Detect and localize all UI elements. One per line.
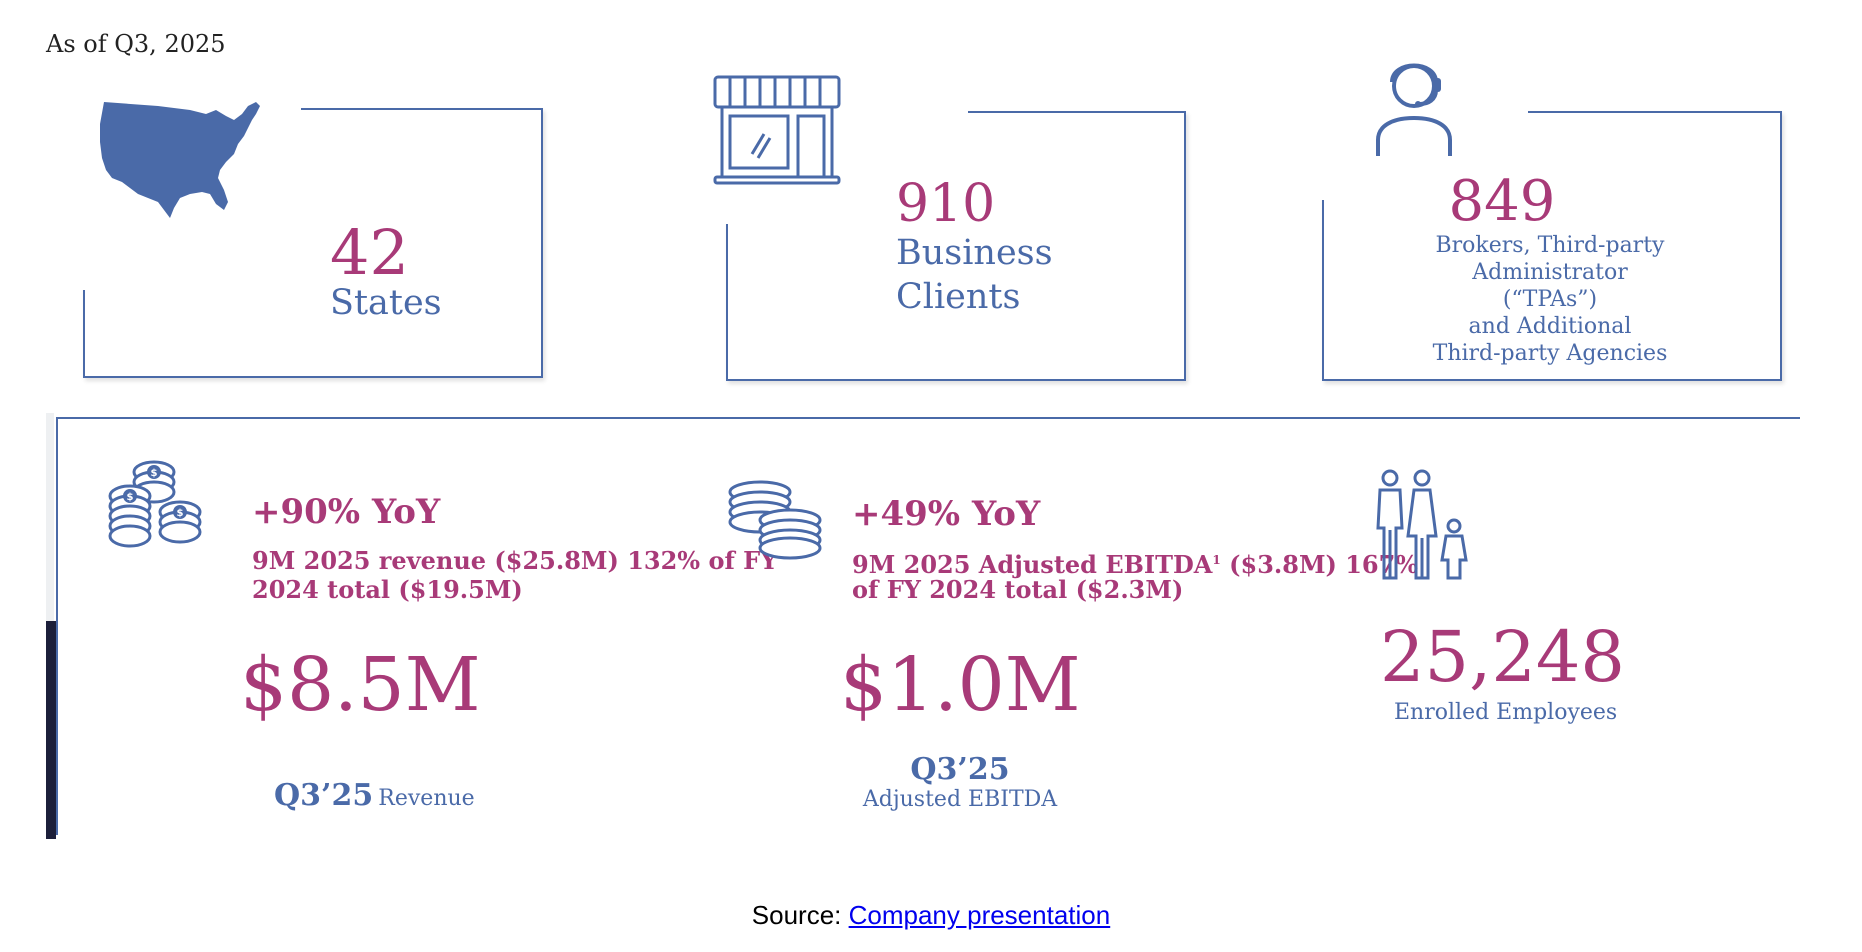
brokers-label-line3: (“TPAs”) bbox=[1502, 287, 1598, 312]
dollar-coins-icon: $ $ $ bbox=[108, 460, 202, 548]
source-footer: Source: Company presentation bbox=[0, 900, 1862, 931]
brokers-value: 849 bbox=[1448, 169, 1556, 234]
brokers-box bbox=[1322, 111, 1782, 381]
brokers-label-line1: Brokers, Third-party bbox=[1435, 233, 1665, 258]
ebitda-detail-b: ($3.8M) 167% bbox=[1220, 550, 1419, 579]
as-of-label: As of Q3, 2025 bbox=[46, 30, 226, 58]
ebitda-detail-line1: 9M 2025 Adjusted EBITDA1 ($3.8M) 167% bbox=[852, 546, 1418, 579]
business-clients-label-line2: Clients bbox=[896, 277, 1021, 317]
svg-text:$: $ bbox=[151, 468, 158, 479]
states-value: 42 bbox=[330, 216, 409, 289]
usa-map-icon bbox=[100, 102, 260, 218]
employees-label: Enrolled Employees bbox=[1394, 700, 1618, 725]
revenue-detail-line2: 2024 total ($19.5M) bbox=[252, 575, 523, 604]
ebitda-footnote-marker: 1 bbox=[1212, 553, 1221, 567]
brokers-label: Brokers, Third-party Administrator (“TPA… bbox=[1390, 232, 1710, 367]
family-icon bbox=[1376, 469, 1468, 580]
brokers-label-line4: and Additional bbox=[1468, 314, 1632, 339]
company-presentation-link[interactable]: Company presentation bbox=[848, 900, 1111, 930]
employees-value: 25,248 bbox=[1380, 616, 1625, 698]
panel-accent-bar bbox=[46, 621, 56, 839]
brokers-label-line2: Administrator bbox=[1472, 260, 1628, 285]
revenue-yoy: +90% YoY bbox=[252, 492, 441, 532]
revenue-label: Revenue bbox=[378, 786, 475, 811]
revenue-period-label: Q3’25 Revenue bbox=[274, 778, 475, 813]
revenue-period: Q3’25 bbox=[274, 778, 374, 813]
brokers-label-line5: Third-party Agencies bbox=[1432, 341, 1668, 366]
ebitda-label: Adjusted EBITDA bbox=[862, 787, 1058, 812]
ebitda-value: $1.0M bbox=[840, 642, 1081, 728]
source-prefix: Source: bbox=[751, 900, 849, 930]
svg-text:$: $ bbox=[127, 492, 134, 503]
ebitda-yoy: +49% YoY bbox=[852, 494, 1041, 534]
ebitda-detail-a: 9M 2025 Adjusted EBITDA bbox=[852, 550, 1213, 579]
headset-person-icon bbox=[1376, 63, 1452, 156]
revenue-value: $8.5M bbox=[240, 642, 481, 728]
ebitda-period: Q3’25 bbox=[910, 752, 1010, 787]
ebitda-detail-line2: of FY 2024 total ($2.3M) bbox=[852, 575, 1184, 604]
states-label: States bbox=[330, 283, 442, 323]
ebitda-period-label: Q3’25 Adjusted EBITDA bbox=[840, 752, 1080, 812]
coin-stacks-icon bbox=[728, 480, 822, 560]
metrics-panel-top-border bbox=[58, 417, 1800, 419]
storefront-icon bbox=[713, 75, 841, 185]
svg-text:$: $ bbox=[177, 508, 184, 519]
business-clients-value: 910 bbox=[896, 174, 996, 234]
business-clients-label-line1: Business bbox=[896, 233, 1053, 273]
metrics-panel-left-border bbox=[56, 417, 58, 835]
revenue-detail-line1: 9M 2025 revenue ($25.8M) 132% of FY bbox=[252, 546, 778, 575]
